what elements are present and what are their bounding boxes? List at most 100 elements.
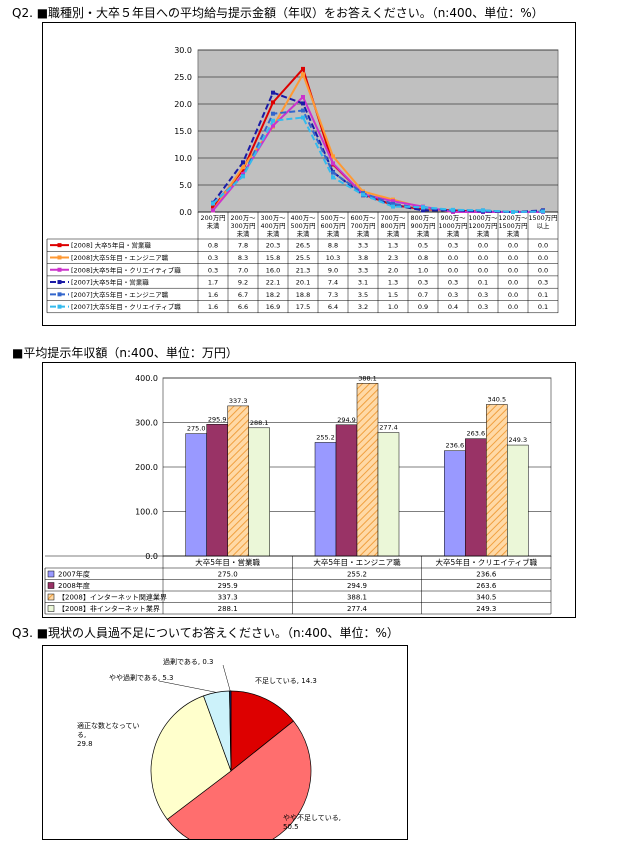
bar bbox=[444, 450, 466, 557]
data-label: 1.3 bbox=[388, 242, 398, 250]
legend-label: [2008]大卒5年目・エンジニア職 bbox=[71, 253, 169, 262]
bar bbox=[227, 405, 249, 557]
q2-chart-panel: 0.0 5.0 10.0 15.0 20.0 25.0 30.0 200万円未満 200万～ 30… bbox=[42, 22, 576, 326]
data-point bbox=[391, 199, 395, 204]
data-label: 6.7 bbox=[238, 291, 248, 299]
data-label: 7.4 bbox=[328, 279, 338, 287]
y-tick-label: 400.0 bbox=[135, 374, 158, 383]
y-tick-label: 10.0 bbox=[174, 154, 192, 163]
y-tick-label: 25.0 bbox=[174, 73, 192, 82]
slice-label: 過剰である, 0.3 bbox=[163, 657, 214, 666]
bar-value-label: 295.9 bbox=[208, 415, 227, 423]
data-label: 0.8 bbox=[418, 254, 428, 262]
data-label: 7.0 bbox=[238, 266, 248, 274]
data-label: 3.8 bbox=[358, 254, 368, 262]
data-label: 0.3 bbox=[448, 279, 458, 287]
data-label: 0.0 bbox=[508, 291, 518, 299]
avg-title: ■平均提示年収額（n:400、単位：万円） bbox=[12, 346, 238, 360]
data-label: 337.3 bbox=[218, 593, 238, 601]
data-label: 0.3 bbox=[478, 291, 488, 299]
data-label: 0.9 bbox=[418, 303, 428, 311]
data-label: 0.0 bbox=[538, 242, 548, 250]
bar-value-label: 288.1 bbox=[250, 419, 269, 427]
q2-line-chart: 0.0 5.0 10.0 15.0 20.0 25.0 30.0 200万円未満 200万～ 30… bbox=[46, 46, 559, 314]
data-label: 275.0 bbox=[218, 570, 238, 578]
data-label: 236.6 bbox=[476, 570, 497, 578]
data-label: 0.1 bbox=[538, 291, 548, 299]
data-label: 0.8 bbox=[208, 242, 218, 250]
data-label: 0.0 bbox=[508, 303, 518, 311]
q3-title: Q3. ■現状の人員過不足についてお答えください。（n:400、単位：%） bbox=[12, 626, 399, 640]
leader-line bbox=[158, 680, 217, 693]
data-point bbox=[391, 201, 395, 206]
data-label: 340.5 bbox=[476, 593, 496, 601]
data-point bbox=[271, 118, 275, 123]
data-label: 3.3 bbox=[358, 266, 368, 274]
data-label: 10.3 bbox=[326, 254, 340, 262]
leader-line bbox=[222, 664, 231, 692]
y-tick-label: 100.0 bbox=[135, 508, 158, 517]
data-point bbox=[421, 208, 425, 213]
legend-swatch bbox=[47, 605, 55, 612]
data-label: 0.0 bbox=[478, 266, 488, 274]
data-label: 3.1 bbox=[358, 279, 368, 287]
data-label: 294.9 bbox=[347, 582, 367, 590]
data-point bbox=[271, 111, 275, 116]
legend-label: [2008]大卒5年目・クリエイティブ職 bbox=[71, 265, 181, 274]
legend-marker bbox=[57, 243, 62, 248]
bar-value-label: 388.1 bbox=[358, 374, 377, 382]
data-label: 0.1 bbox=[478, 279, 488, 287]
x-tick-label: 400万～ 500万円未満 bbox=[291, 214, 317, 238]
data-label: 26.5 bbox=[296, 242, 310, 250]
legend-swatch bbox=[47, 570, 55, 578]
pie-slice bbox=[229, 690, 232, 772]
legend-label: [2008] 大卒5年目・営業職 bbox=[71, 241, 151, 250]
data-label: 1.6 bbox=[208, 291, 218, 299]
legend-marker bbox=[57, 304, 62, 309]
data-label: 1.5 bbox=[388, 291, 398, 299]
bar bbox=[356, 383, 379, 557]
x-tick-label: 900万～ 1000万円未満 bbox=[438, 214, 467, 238]
data-point bbox=[241, 160, 245, 165]
data-label: 9.2 bbox=[238, 279, 248, 287]
legend-marker bbox=[57, 280, 62, 285]
legend-label: [2007]大卒5年目・クリエイティブ職 bbox=[71, 302, 181, 311]
q2-title: Q2. ■職種別・大卒５年目への平均給与提示金額（年収）をお答えください。（n:… bbox=[12, 6, 544, 20]
legend-label: 【2008】非インターネット業界 bbox=[58, 604, 160, 613]
data-label: 1.0 bbox=[388, 303, 398, 311]
data-label: 21.3 bbox=[296, 266, 310, 274]
bar bbox=[486, 404, 508, 557]
legend-label: 【2008】インターネット関連業界 bbox=[58, 592, 167, 601]
legend-label: [2007]大卒5年目・エンジニア職 bbox=[71, 290, 169, 299]
bar-value-label: 255.2 bbox=[316, 433, 335, 441]
data-label: 20.3 bbox=[266, 242, 280, 250]
data-label: 0.0 bbox=[508, 279, 518, 287]
data-label: 1.3 bbox=[388, 279, 398, 287]
q3-chart-panel: 不足している, 14.3 やや不足している, 50.5 適正な数となっている, 29.8… bbox=[42, 645, 408, 852]
data-label: 16.0 bbox=[266, 266, 280, 274]
data-label: 388.1 bbox=[347, 593, 367, 601]
bar-value-label: 236.6 bbox=[446, 442, 465, 450]
data-label: 8.8 bbox=[328, 242, 338, 250]
data-point bbox=[421, 205, 425, 210]
data-point bbox=[211, 208, 215, 213]
data-label: 6.6 bbox=[238, 303, 248, 311]
x-tick-label: 300万～ 400万円未満 bbox=[261, 214, 287, 238]
bar bbox=[206, 424, 228, 557]
data-label: 25.5 bbox=[296, 254, 310, 262]
pie-slice bbox=[150, 695, 232, 820]
data-label: 1.7 bbox=[208, 279, 218, 287]
bar-value-label: 294.9 bbox=[337, 416, 356, 424]
data-label: 0.3 bbox=[418, 279, 428, 287]
data-point bbox=[361, 192, 365, 197]
series-line bbox=[212, 116, 544, 214]
avg-chart-panel: 0.0 100.0 200.0 300.0 400.0 275.0 295.9 337.3 28… bbox=[42, 362, 576, 618]
data-label: 18.8 bbox=[296, 291, 310, 299]
data-label: 0.3 bbox=[208, 266, 218, 274]
bar-value-label: 277.4 bbox=[379, 424, 398, 432]
data-label: 7.8 bbox=[238, 242, 248, 250]
data-point bbox=[241, 165, 245, 170]
data-label: 0.0 bbox=[538, 266, 548, 274]
data-label: 15.8 bbox=[266, 254, 280, 262]
data-label: 0.0 bbox=[478, 254, 488, 262]
